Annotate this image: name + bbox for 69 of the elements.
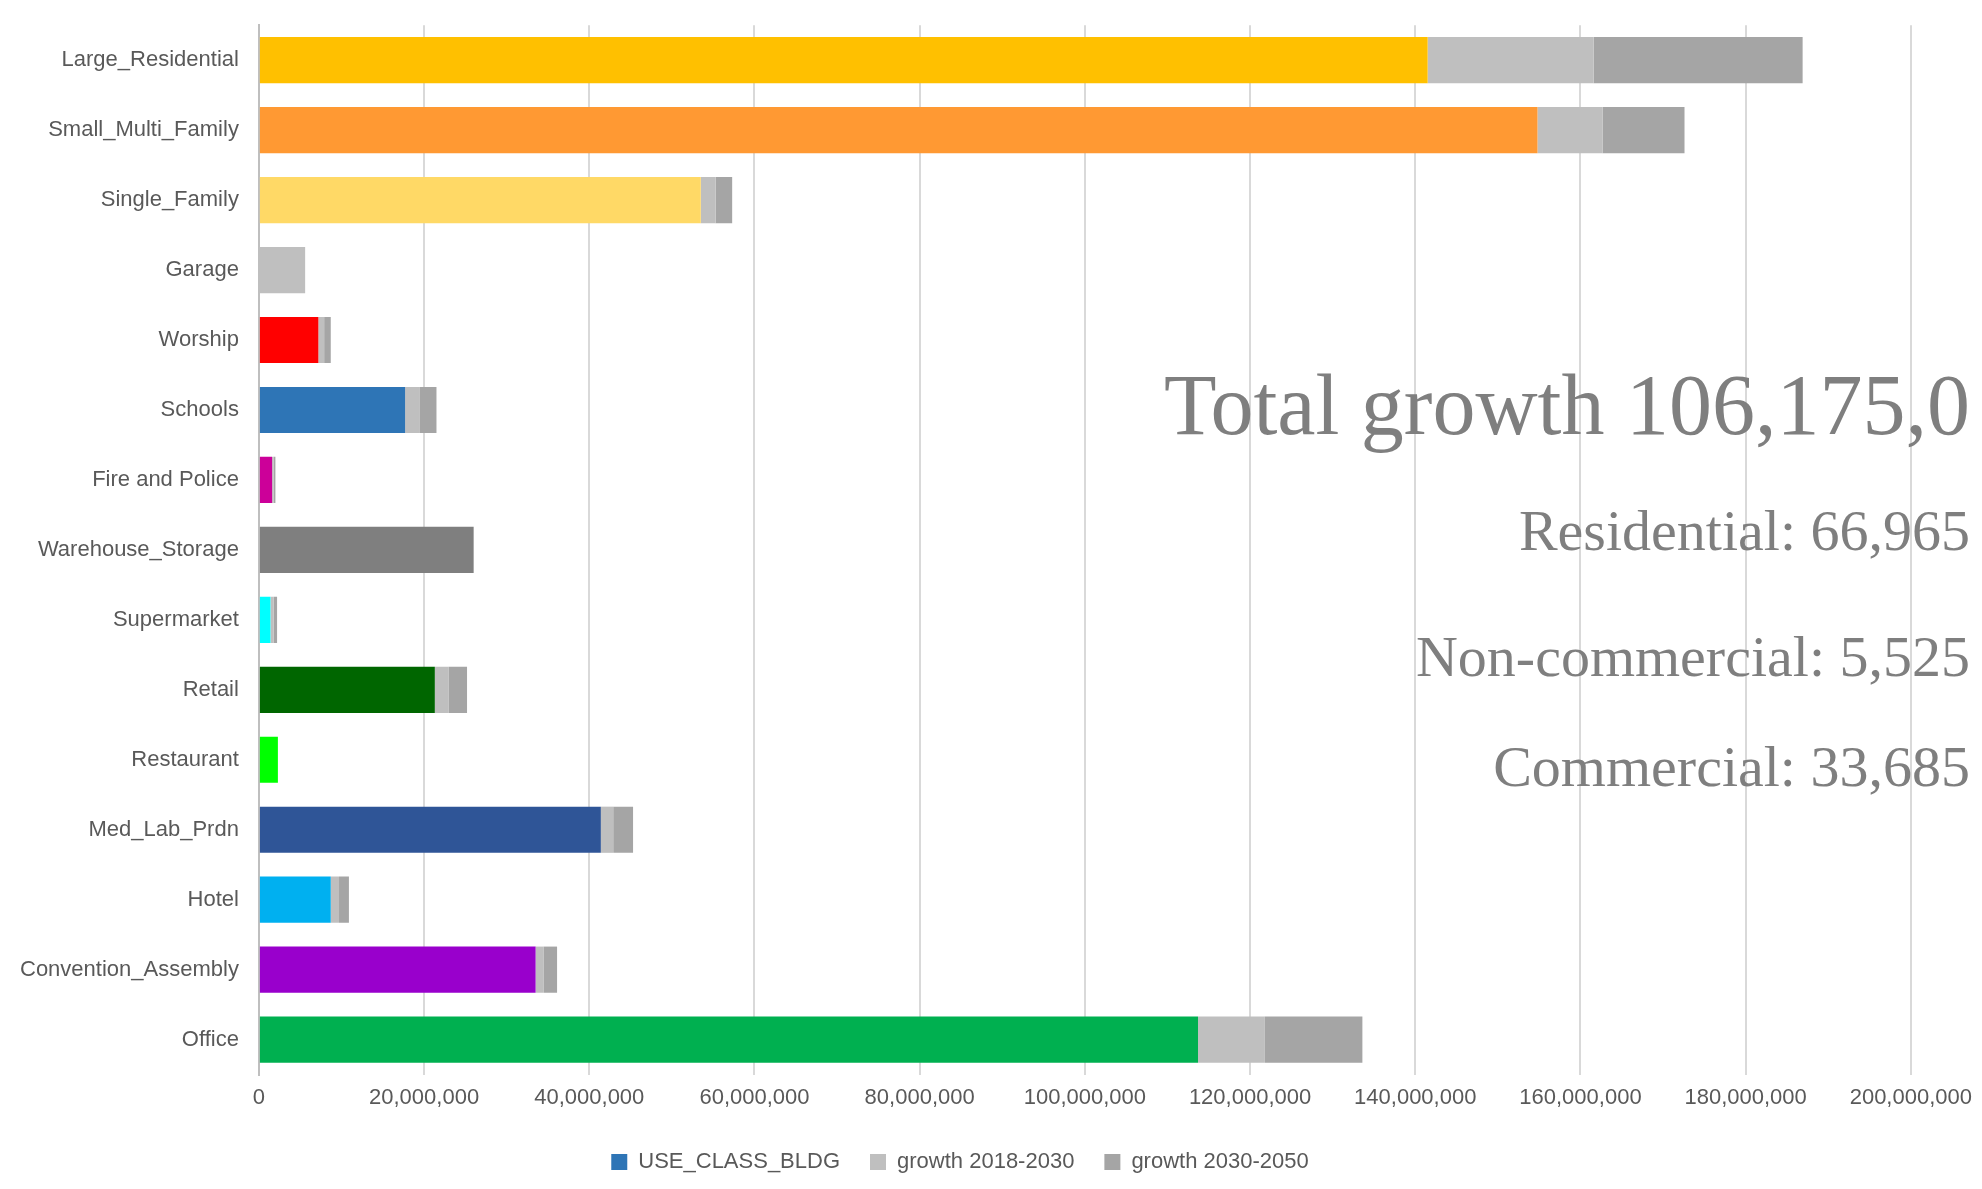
- bar: [700, 177, 716, 224]
- bar: [434, 666, 449, 713]
- bar: [259, 736, 278, 783]
- bar: [259, 806, 601, 853]
- x-tick-label: 80,000,000: [864, 1083, 975, 1109]
- bar: [448, 666, 468, 713]
- x-tick-label: 20,000,000: [369, 1083, 480, 1109]
- bar: [259, 177, 701, 224]
- bar: [259, 386, 406, 434]
- legend-label: USE_CLASS_BLDG: [638, 1148, 841, 1174]
- bar: [1593, 37, 1803, 84]
- bar: [1427, 37, 1594, 84]
- bar: [259, 456, 273, 504]
- annotation: Total growth 106,175,0: [1163, 357, 1970, 454]
- y-tick-label: Office: [181, 1025, 239, 1051]
- annotation: Commercial: 33,685: [1493, 734, 1970, 800]
- y-tick-label: Convention_Assembly: [19, 955, 239, 981]
- x-tick-label: 120,000,000: [1188, 1083, 1312, 1109]
- bar: [259, 666, 435, 713]
- bar: [339, 876, 349, 923]
- x-tick-label: 40,000,000: [534, 1083, 645, 1109]
- bar: [405, 386, 420, 434]
- y-tick-label: Small_Multi_Family: [48, 116, 239, 142]
- y-tick-label: Warehouse_Storage: [37, 535, 239, 561]
- x-tick-label: 0: [252, 1083, 266, 1109]
- bar: [259, 526, 474, 573]
- bar: [259, 876, 331, 923]
- bar: [259, 107, 1538, 154]
- bar: [1602, 107, 1685, 154]
- bar: [259, 1016, 1199, 1063]
- x-tick-label: 60,000,000: [699, 1083, 810, 1109]
- bar: [600, 806, 614, 853]
- y-tick-label: Hotel: [187, 885, 239, 911]
- bar: [535, 946, 544, 993]
- bar: [259, 316, 319, 364]
- bar: [715, 177, 733, 224]
- legend-label: growth 2030-2050: [1131, 1148, 1309, 1174]
- bar: [318, 316, 325, 364]
- annotation: Residential: 66,965: [1518, 497, 1970, 563]
- bar: [259, 596, 271, 643]
- y-tick-label: Garage: [165, 256, 239, 282]
- bar: [270, 596, 274, 643]
- bar: [1198, 1016, 1265, 1063]
- y-tick-label: Schools: [160, 396, 239, 422]
- x-tick-label: 140,000,000: [1354, 1083, 1477, 1109]
- y-tick-label: Large_Residential: [61, 46, 239, 72]
- x-tick-label: 100,000,000: [1023, 1083, 1147, 1109]
- x-tick-label: 160,000,000: [1519, 1083, 1642, 1109]
- y-tick-label: Med_Lab_Prdn: [88, 815, 239, 841]
- bar: [419, 386, 437, 434]
- x-tick-label: 200,000,000: [1849, 1083, 1972, 1109]
- bar: [330, 876, 340, 923]
- legend-label: growth 2018-2030: [897, 1148, 1075, 1174]
- y-tick-label: Single_Family: [100, 186, 239, 212]
- y-tick-label: Fire and Police: [92, 466, 239, 491]
- y-tick-label: Retail: [182, 675, 239, 701]
- bar: [613, 806, 634, 853]
- y-tick-label: Restaurant: [131, 745, 239, 771]
- bar: [543, 946, 558, 993]
- annotation: Non-commercial: 5,525: [1415, 623, 1970, 689]
- bar: [273, 596, 278, 643]
- y-tick-label: Supermarket: [112, 605, 239, 631]
- bar: [1264, 1016, 1363, 1063]
- x-tick-label: 180,000,000: [1684, 1083, 1807, 1109]
- bar: [1537, 107, 1603, 154]
- bar: [259, 37, 1428, 84]
- bar: [259, 946, 536, 993]
- bar: [324, 316, 331, 364]
- y-tick-label: Worship: [158, 326, 239, 352]
